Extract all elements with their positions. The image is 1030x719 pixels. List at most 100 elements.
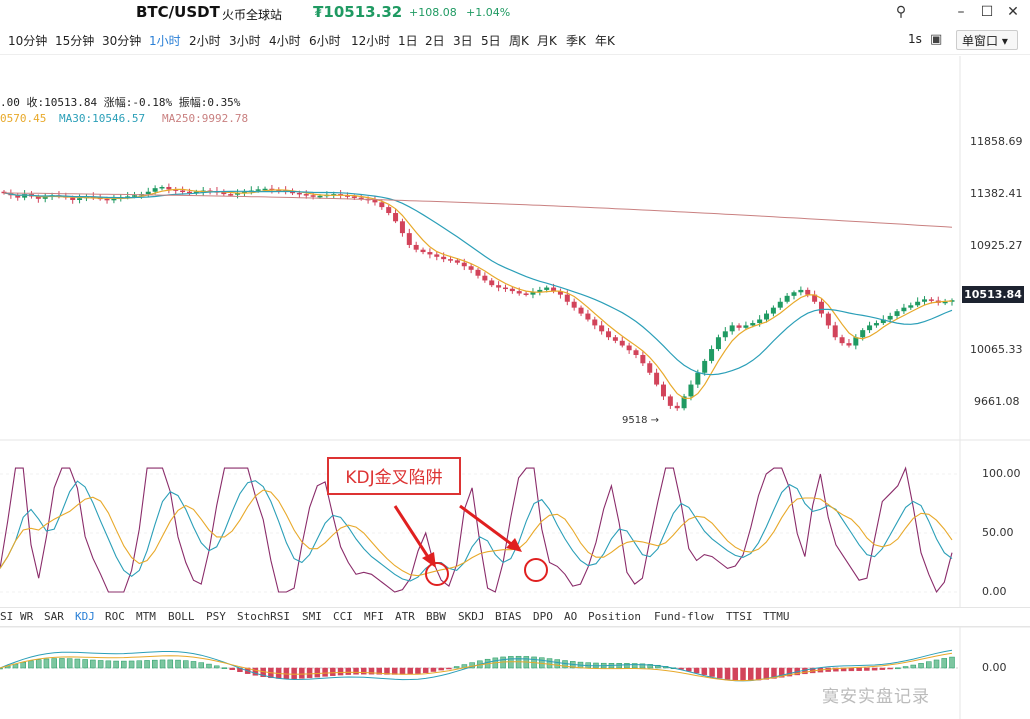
macd-bar <box>198 662 204 669</box>
candle-body <box>880 319 886 324</box>
macd-bar <box>732 667 739 681</box>
candle-body <box>688 384 694 397</box>
indicator-tab[interactable]: DPO <box>533 610 553 623</box>
candle-body <box>475 269 481 276</box>
indicator-tab[interactable]: ROC <box>105 610 125 623</box>
indicator-tab[interactable]: SAR <box>44 610 64 623</box>
candle-body <box>427 252 433 255</box>
window-layout-select[interactable]: 单窗口 ▾ <box>956 30 1018 50</box>
timeframe-year[interactable]: 年K <box>595 34 615 48</box>
indicator-tab[interactable]: SKDJ <box>458 610 485 623</box>
macd-bar <box>895 667 901 670</box>
candle-body <box>551 287 557 292</box>
indicator-tab[interactable]: ATR <box>395 610 415 623</box>
macd-bar <box>871 667 878 671</box>
timeframe-2h[interactable]: 2小时 <box>189 34 221 48</box>
timeframe-2d[interactable]: 2日 <box>425 34 445 48</box>
indicator-tab[interactable]: PSY <box>206 610 226 623</box>
timeframe-6h[interactable]: 6小时 <box>309 34 341 48</box>
indicator-tab[interactable]: TTSI <box>726 610 753 623</box>
candle-body <box>145 191 151 195</box>
ma-short-line <box>3 188 953 399</box>
timeframe-12h[interactable]: 12小时 <box>351 34 391 48</box>
candle-body <box>846 343 852 346</box>
candle-body <box>770 307 776 314</box>
candle-body <box>915 301 921 306</box>
timeframe-30m[interactable]: 30分钟 <box>102 34 142 48</box>
macd-bar <box>422 667 429 673</box>
macd-bar <box>337 667 344 676</box>
minimize-icon[interactable]: – <box>957 4 965 20</box>
indicator-tab[interactable]: MTM <box>136 610 156 623</box>
indicator-tab[interactable]: TTMU <box>763 610 790 623</box>
low-price-marker: 9518 → <box>622 415 660 426</box>
maximize-icon[interactable]: ☐ <box>980 4 994 20</box>
timeframe-1d[interactable]: 1日 <box>398 34 418 48</box>
candle-body <box>805 289 811 295</box>
indicator-tab[interactable]: SMI <box>302 610 322 623</box>
candle-body <box>317 195 323 198</box>
indicator-tab[interactable]: CCI <box>333 610 353 623</box>
candle-body <box>393 213 399 222</box>
fullscreen-icon[interactable]: ▣ <box>930 32 943 47</box>
indicator-tab-kdj[interactable]: KDJ <box>75 610 95 623</box>
macd-bar <box>631 663 638 669</box>
candle-body <box>695 372 701 385</box>
timeframe-quarter[interactable]: 季K <box>566 34 586 48</box>
candle-body <box>660 384 666 397</box>
indicator-tab[interactable]: BBW <box>426 610 446 623</box>
timeframe-10m[interactable]: 10分钟 <box>8 34 48 48</box>
candle-body <box>798 289 804 293</box>
indicator-tab[interactable]: SI <box>0 610 14 623</box>
macd-bar <box>647 664 653 669</box>
candle-body <box>715 337 721 350</box>
candle-body <box>599 325 605 332</box>
timeframe-week[interactable]: 周K <box>509 34 529 48</box>
exchange-name: 火币全球站 <box>222 8 283 22</box>
candle-body <box>166 186 172 190</box>
candle-body <box>839 337 845 344</box>
indicator-tab[interactable]: BIAS <box>495 610 522 623</box>
macd-bar <box>469 662 475 669</box>
timeframe-1h[interactable]: 1小时 <box>149 34 181 48</box>
kdj-trap-annotation: KDJ金叉陷阱 <box>327 457 461 495</box>
candle-body <box>674 405 680 409</box>
candle-body <box>111 198 117 201</box>
macd-bar <box>639 663 646 669</box>
candle-body <box>544 287 550 290</box>
macd-bar <box>887 667 893 670</box>
refresh-interval[interactable]: 1s <box>908 32 922 46</box>
indicator-tab[interactable]: StochRSI <box>237 610 290 623</box>
candle-body <box>180 190 186 193</box>
macd-bar <box>717 667 723 679</box>
macd-bar <box>446 667 452 670</box>
candle-body <box>372 200 378 203</box>
indicator-tab[interactable]: Position <box>588 610 641 623</box>
timeframe-3h[interactable]: 3小时 <box>229 34 261 48</box>
candle-body <box>104 198 110 201</box>
candle-body <box>255 189 261 191</box>
price-axis-label: 11382.41 <box>970 187 1023 200</box>
symbol-title[interactable]: BTC/USDT <box>136 3 220 21</box>
timeframe-5d[interactable]: 5日 <box>481 34 501 48</box>
macd-bar <box>910 664 917 669</box>
price-axis-label: 10925.27 <box>970 239 1023 252</box>
search-icon[interactable]: ⚲ <box>895 4 907 20</box>
annotation-arrow-head <box>422 552 436 568</box>
timeframe-4h[interactable]: 4小时 <box>269 34 301 48</box>
macd-bar <box>167 659 174 669</box>
macd-bar <box>453 666 460 669</box>
timeframe-month[interactable]: 月K <box>537 34 557 48</box>
indicator-tab[interactable]: BOLL <box>168 610 195 623</box>
indicator-tab[interactable]: WR <box>20 610 34 623</box>
indicator-tab[interactable]: AO <box>564 610 578 623</box>
indicator-tab[interactable]: Fund-flow <box>654 610 714 623</box>
golden-cross-circle <box>524 558 548 582</box>
timeframe-15m[interactable]: 15分钟 <box>55 34 95 48</box>
timeframe-3d[interactable]: 3日 <box>453 34 473 48</box>
last-price: ₮10513.32 <box>313 3 403 21</box>
indicator-tab[interactable]: MFI <box>364 610 384 623</box>
close-icon[interactable]: ✕ <box>1007 4 1019 20</box>
candle-body <box>619 340 625 346</box>
